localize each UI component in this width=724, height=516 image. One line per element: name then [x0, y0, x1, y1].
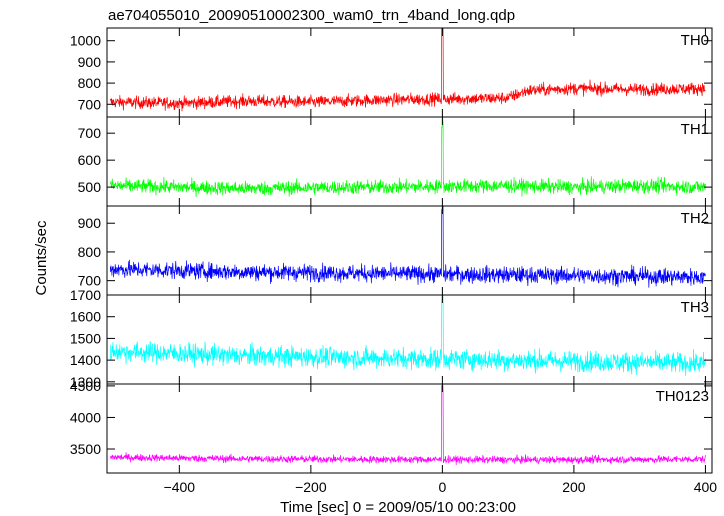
series-line-th0123	[110, 384, 706, 466]
panel-th1: 500 600 700 TH1	[78, 116, 713, 207]
y-tick-label: 500	[78, 179, 102, 195]
y-axis-label: Counts/sec	[33, 220, 50, 296]
x-axis-label: Time [sec] 0 = 2009/05/10 00:23:00	[280, 499, 516, 516]
panel-label-th0: TH0	[681, 32, 709, 49]
series-line-th1	[109, 117, 706, 198]
panel-th3: 1300 1400 1500 1600 1700 TH3	[70, 287, 713, 390]
y-tick-label: 1300	[70, 374, 101, 390]
panel-label-th3: TH3	[681, 299, 709, 316]
y-tick-label: 800	[78, 244, 102, 260]
panel-frame	[106, 383, 713, 474]
y-tick-label: 3500	[70, 441, 101, 457]
panel-th2: 700 800 900 TH2	[78, 205, 713, 296]
y-tick-label: 900	[78, 54, 102, 70]
panel-th0123: 3500 4000 4500 TH0123	[70, 378, 713, 474]
y-tick-label: 1400	[70, 352, 101, 368]
y-tick-label: 700	[78, 96, 102, 112]
y-tick-label: 700	[78, 273, 102, 289]
x-tick-label: 400	[694, 479, 718, 495]
panel-label-th2: TH2	[681, 210, 709, 227]
y-tick-label: 4000	[70, 409, 101, 425]
panel-frame	[106, 294, 713, 385]
y-tick-label: 1000	[70, 33, 101, 49]
y-tick-label: 4500	[70, 378, 101, 394]
y-tick-label: 900	[78, 215, 102, 231]
y-tick-label: 700	[78, 125, 102, 141]
y-tick-label: 1700	[70, 287, 101, 303]
panel-frame	[106, 116, 713, 207]
x-tick-label: −200	[295, 479, 327, 495]
x-tick-label: 200	[562, 479, 586, 495]
panel-th0: 700 800 900 1000 TH0	[70, 27, 713, 118]
y-tick-label: 1600	[70, 309, 101, 325]
panels-group: 700 800 900 1000 TH0 500 600 700 TH1 700 800 900 TH2…	[70, 27, 718, 495]
panel-label-th0123: TH0123	[656, 388, 709, 405]
series-line-th2	[109, 206, 706, 288]
y-tick-label: 800	[78, 75, 102, 91]
series-line-th0	[109, 28, 706, 112]
panel-label-th1: TH1	[681, 121, 709, 138]
series-line-th3	[109, 295, 706, 376]
y-tick-label: 600	[78, 152, 102, 168]
y-tick-label: 1500	[70, 330, 101, 346]
x-tick-label: 0	[438, 479, 446, 495]
chart-title: ae704055010_20090510002300_wam0_trn_4ban…	[108, 7, 515, 24]
x-tick-label: −400	[164, 479, 196, 495]
